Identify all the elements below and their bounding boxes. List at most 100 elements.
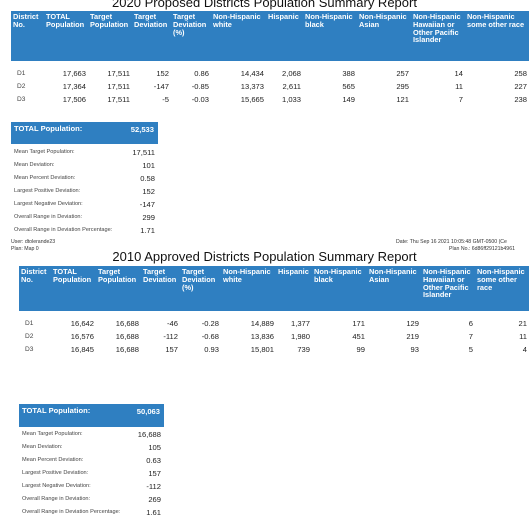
district-label: D2	[25, 333, 34, 340]
col-header: Non-Hispanic some other race	[475, 266, 529, 311]
table-cell: 1,377	[290, 319, 310, 328]
table-cell: 0.86	[194, 69, 209, 78]
table-cell: -0.85	[191, 82, 209, 91]
table-cell: 219	[406, 332, 419, 341]
col-header: Hispanic	[266, 11, 303, 61]
table-cell: 14,434	[240, 69, 264, 78]
table-cell: 238	[514, 95, 527, 104]
report2-header-row: District No. TOTAL Population Target Pop…	[19, 266, 529, 311]
table-cell: -147	[153, 82, 169, 91]
report1-title: 2020 Proposed Districts Population Summa…	[112, 0, 417, 10]
summary-row: Mean Percent Deviation: 0.63	[19, 454, 164, 467]
table-cell: 227	[514, 82, 527, 91]
district-label: D1	[25, 320, 34, 327]
summary-value: 1.61	[146, 508, 161, 517]
col-header: Non-Hispanic Asian	[357, 11, 411, 61]
summary-row: Largest Positive Deviation: 157	[19, 467, 164, 480]
summary-row: Overall Range in Deviation Percentage: 1.…	[11, 224, 158, 237]
table-cell: 17,506	[62, 95, 86, 104]
summary-row: Largest Negative Deviation: -112	[19, 480, 164, 493]
report2-table: District No. TOTAL Population Target Pop…	[19, 266, 529, 356]
summary-header: TOTAL Population: 52,533	[11, 122, 158, 144]
summary-value: 299	[142, 213, 155, 222]
table-row: D2 17,364 17,511 -147 -0.85 13,373 2,611…	[11, 80, 529, 93]
table-cell: 1,980	[290, 332, 310, 341]
summary-value: 0.63	[146, 456, 161, 465]
table-cell: 739	[297, 345, 310, 354]
table-cell: 21	[518, 319, 527, 328]
table-cell: 7	[458, 95, 463, 104]
table-row: D2 16,576 16,688 -112 -0.68 13,836 1,980…	[19, 330, 529, 343]
summary-label: Overall Range in Deviation:	[22, 496, 91, 502]
table-cell: 5	[468, 345, 473, 354]
district-label: D2	[17, 83, 26, 90]
table-cell: 149	[342, 95, 355, 104]
summary-label: Mean Target Population:	[22, 431, 83, 437]
col-header: Hispanic	[276, 266, 312, 311]
district-label: D3	[17, 96, 26, 103]
col-header: District No.	[19, 266, 51, 311]
table-cell: 93	[410, 345, 419, 354]
report1-header-row: District No. TOTAL Population Target Pop…	[11, 11, 529, 61]
table-cell: 17,663	[62, 69, 86, 78]
summary-row: Mean Target Population: 17,511	[11, 146, 158, 159]
table-cell: 16,688	[115, 319, 139, 328]
table-cell: -0.28	[201, 319, 219, 328]
table-cell: 17,511	[107, 69, 130, 78]
table-cell: 1,033	[281, 95, 301, 104]
summary-row: Overall Range in Deviation Percentage: 1.…	[19, 506, 164, 519]
report2-title: 2010 Approved Districts Population Summa…	[112, 249, 417, 264]
col-header: Non-Hispanic Hawaiian or Other Pacific I…	[411, 11, 465, 61]
table-cell: 7	[468, 332, 473, 341]
summary-label: Mean Target Population:	[14, 149, 75, 155]
table-cell: 16,576	[70, 332, 94, 341]
table-cell: 13,373	[240, 82, 264, 91]
table-cell: 4	[522, 345, 527, 354]
summary-label: Largest Negative Deviation:	[14, 201, 83, 207]
summary-row: Largest Negative Deviation: -147	[11, 198, 158, 211]
table-cell: 152	[156, 69, 169, 78]
summary-label: Mean Percent Deviation:	[22, 457, 84, 463]
table-cell: 16,688	[115, 332, 139, 341]
user-label: User: dtolerande23	[11, 239, 56, 245]
col-header: Target Deviation (%)	[180, 266, 221, 311]
summary-value: 16,688	[137, 430, 161, 439]
table-cell: 295	[396, 82, 409, 91]
table-cell: 388	[342, 69, 355, 78]
table-cell: 451	[352, 332, 365, 341]
table-cell: -46	[167, 319, 178, 328]
table-cell: 129	[406, 319, 419, 328]
date-label: Date: Thu Sep 16 2021 10:05:48 GMT-0500 …	[396, 239, 507, 245]
col-header: Non-Hispanic black	[303, 11, 357, 61]
summary-value: 1.71	[140, 226, 155, 235]
table-cell: 16,845	[70, 345, 94, 354]
summary-value: 17,511	[132, 148, 155, 157]
summary-header-label: TOTAL Population:	[14, 124, 83, 133]
summary-label: Largest Negative Deviation:	[22, 483, 91, 489]
table-cell: 157	[165, 345, 178, 354]
summary-label: Largest Positive Deviation:	[14, 188, 81, 194]
summary-label: Overall Range in Deviation Percentage:	[14, 227, 113, 233]
table-cell: 14	[454, 69, 463, 78]
summary-row: Mean Percent Deviation: 0.58	[11, 172, 158, 185]
table-cell: -0.03	[191, 95, 209, 104]
summary-label: Mean Deviation:	[14, 162, 55, 168]
table-cell: 99	[356, 345, 365, 354]
table-cell: 14,889	[250, 319, 274, 328]
table-cell: 0.93	[204, 345, 219, 354]
table-cell: 565	[342, 82, 355, 91]
table-cell: 2,611	[282, 82, 301, 91]
summary-header: TOTAL Population: 50,063	[19, 404, 164, 427]
table-cell: 16,688	[115, 345, 139, 354]
summary-label: Largest Positive Deviation:	[22, 470, 89, 476]
table-cell: 17,511	[107, 82, 130, 91]
plan-label: Plan: Map 0	[11, 246, 39, 252]
col-header: Target Population	[96, 266, 141, 311]
table-cell: -5	[162, 95, 169, 104]
col-header: TOTAL Population	[44, 11, 88, 61]
district-label: D3	[25, 346, 34, 353]
table-cell: 6	[468, 319, 473, 328]
table-cell: 11	[455, 82, 463, 91]
table-row: D1 16,642 16,688 -46 -0.28 14,889 1,377 …	[19, 317, 529, 330]
summary-row: Mean Target Population: 16,688	[19, 428, 164, 441]
